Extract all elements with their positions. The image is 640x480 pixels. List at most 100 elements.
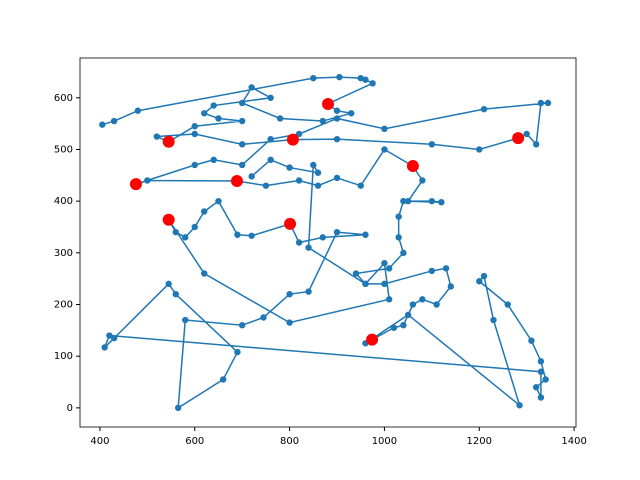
point <box>352 270 360 277</box>
point <box>310 74 317 82</box>
point <box>234 348 241 356</box>
y-tick-label: 400 <box>54 196 73 207</box>
point <box>286 133 299 146</box>
point <box>333 228 341 236</box>
x-tick-label: 600 <box>185 436 204 447</box>
point <box>191 130 198 138</box>
point <box>333 107 341 114</box>
point <box>504 301 511 308</box>
point <box>385 296 393 303</box>
point <box>480 272 488 280</box>
point <box>476 146 483 153</box>
point <box>528 337 535 344</box>
point <box>438 198 445 206</box>
point <box>400 321 407 329</box>
point <box>210 156 217 164</box>
point <box>406 160 419 173</box>
x-tick-label: 1200 <box>467 436 492 447</box>
point <box>419 177 426 184</box>
point <box>201 110 208 117</box>
point <box>191 223 198 231</box>
point <box>238 99 246 107</box>
point <box>215 197 222 205</box>
point <box>544 99 552 107</box>
x-tick-label: 800 <box>280 436 299 447</box>
point <box>490 316 497 324</box>
point <box>260 314 267 321</box>
point <box>295 130 303 138</box>
point <box>220 376 227 383</box>
point <box>238 141 246 148</box>
point <box>476 278 483 285</box>
point <box>201 208 208 215</box>
point <box>210 102 217 109</box>
point <box>248 232 255 239</box>
point <box>286 164 293 171</box>
point <box>381 280 388 288</box>
point <box>532 384 540 391</box>
point <box>480 105 488 113</box>
point <box>537 368 545 375</box>
series-line <box>102 76 549 410</box>
point <box>385 265 393 272</box>
point <box>404 197 412 205</box>
point <box>409 301 417 308</box>
point <box>362 231 369 238</box>
point <box>516 402 523 409</box>
point <box>537 394 545 401</box>
point <box>230 175 243 187</box>
point <box>366 333 379 346</box>
point <box>404 311 412 319</box>
point <box>165 280 172 288</box>
point <box>284 217 297 230</box>
point <box>433 301 440 308</box>
point <box>428 141 436 148</box>
y-tick-label: 500 <box>54 144 73 155</box>
point <box>182 234 189 241</box>
point <box>267 94 274 101</box>
point <box>395 213 402 220</box>
point <box>523 130 530 138</box>
point <box>106 332 113 339</box>
point <box>215 115 222 122</box>
point <box>99 121 106 128</box>
point <box>400 249 407 257</box>
point <box>362 280 369 288</box>
point <box>295 177 303 184</box>
point <box>248 173 255 180</box>
point <box>381 146 388 153</box>
point <box>172 228 179 236</box>
point <box>381 125 388 133</box>
point <box>238 161 246 169</box>
point <box>234 231 241 238</box>
point <box>322 97 334 110</box>
point <box>174 404 182 412</box>
point <box>110 334 118 342</box>
point <box>162 213 175 226</box>
point <box>305 288 312 295</box>
point <box>110 117 118 125</box>
point <box>447 283 455 290</box>
point <box>262 182 270 189</box>
point <box>314 182 322 189</box>
point <box>542 376 549 383</box>
point <box>238 321 246 329</box>
point <box>319 117 326 125</box>
point <box>362 76 369 83</box>
point <box>153 133 161 140</box>
point <box>276 115 284 122</box>
point <box>348 110 355 117</box>
point <box>400 197 407 205</box>
point <box>162 135 175 148</box>
point <box>537 99 545 107</box>
point <box>314 169 322 176</box>
plot-frame <box>79 57 577 428</box>
point <box>182 316 189 324</box>
point <box>286 290 293 298</box>
point <box>532 141 540 148</box>
y-tick-label: 200 <box>54 300 73 311</box>
point <box>101 344 108 351</box>
point <box>395 234 402 241</box>
point <box>238 117 246 125</box>
